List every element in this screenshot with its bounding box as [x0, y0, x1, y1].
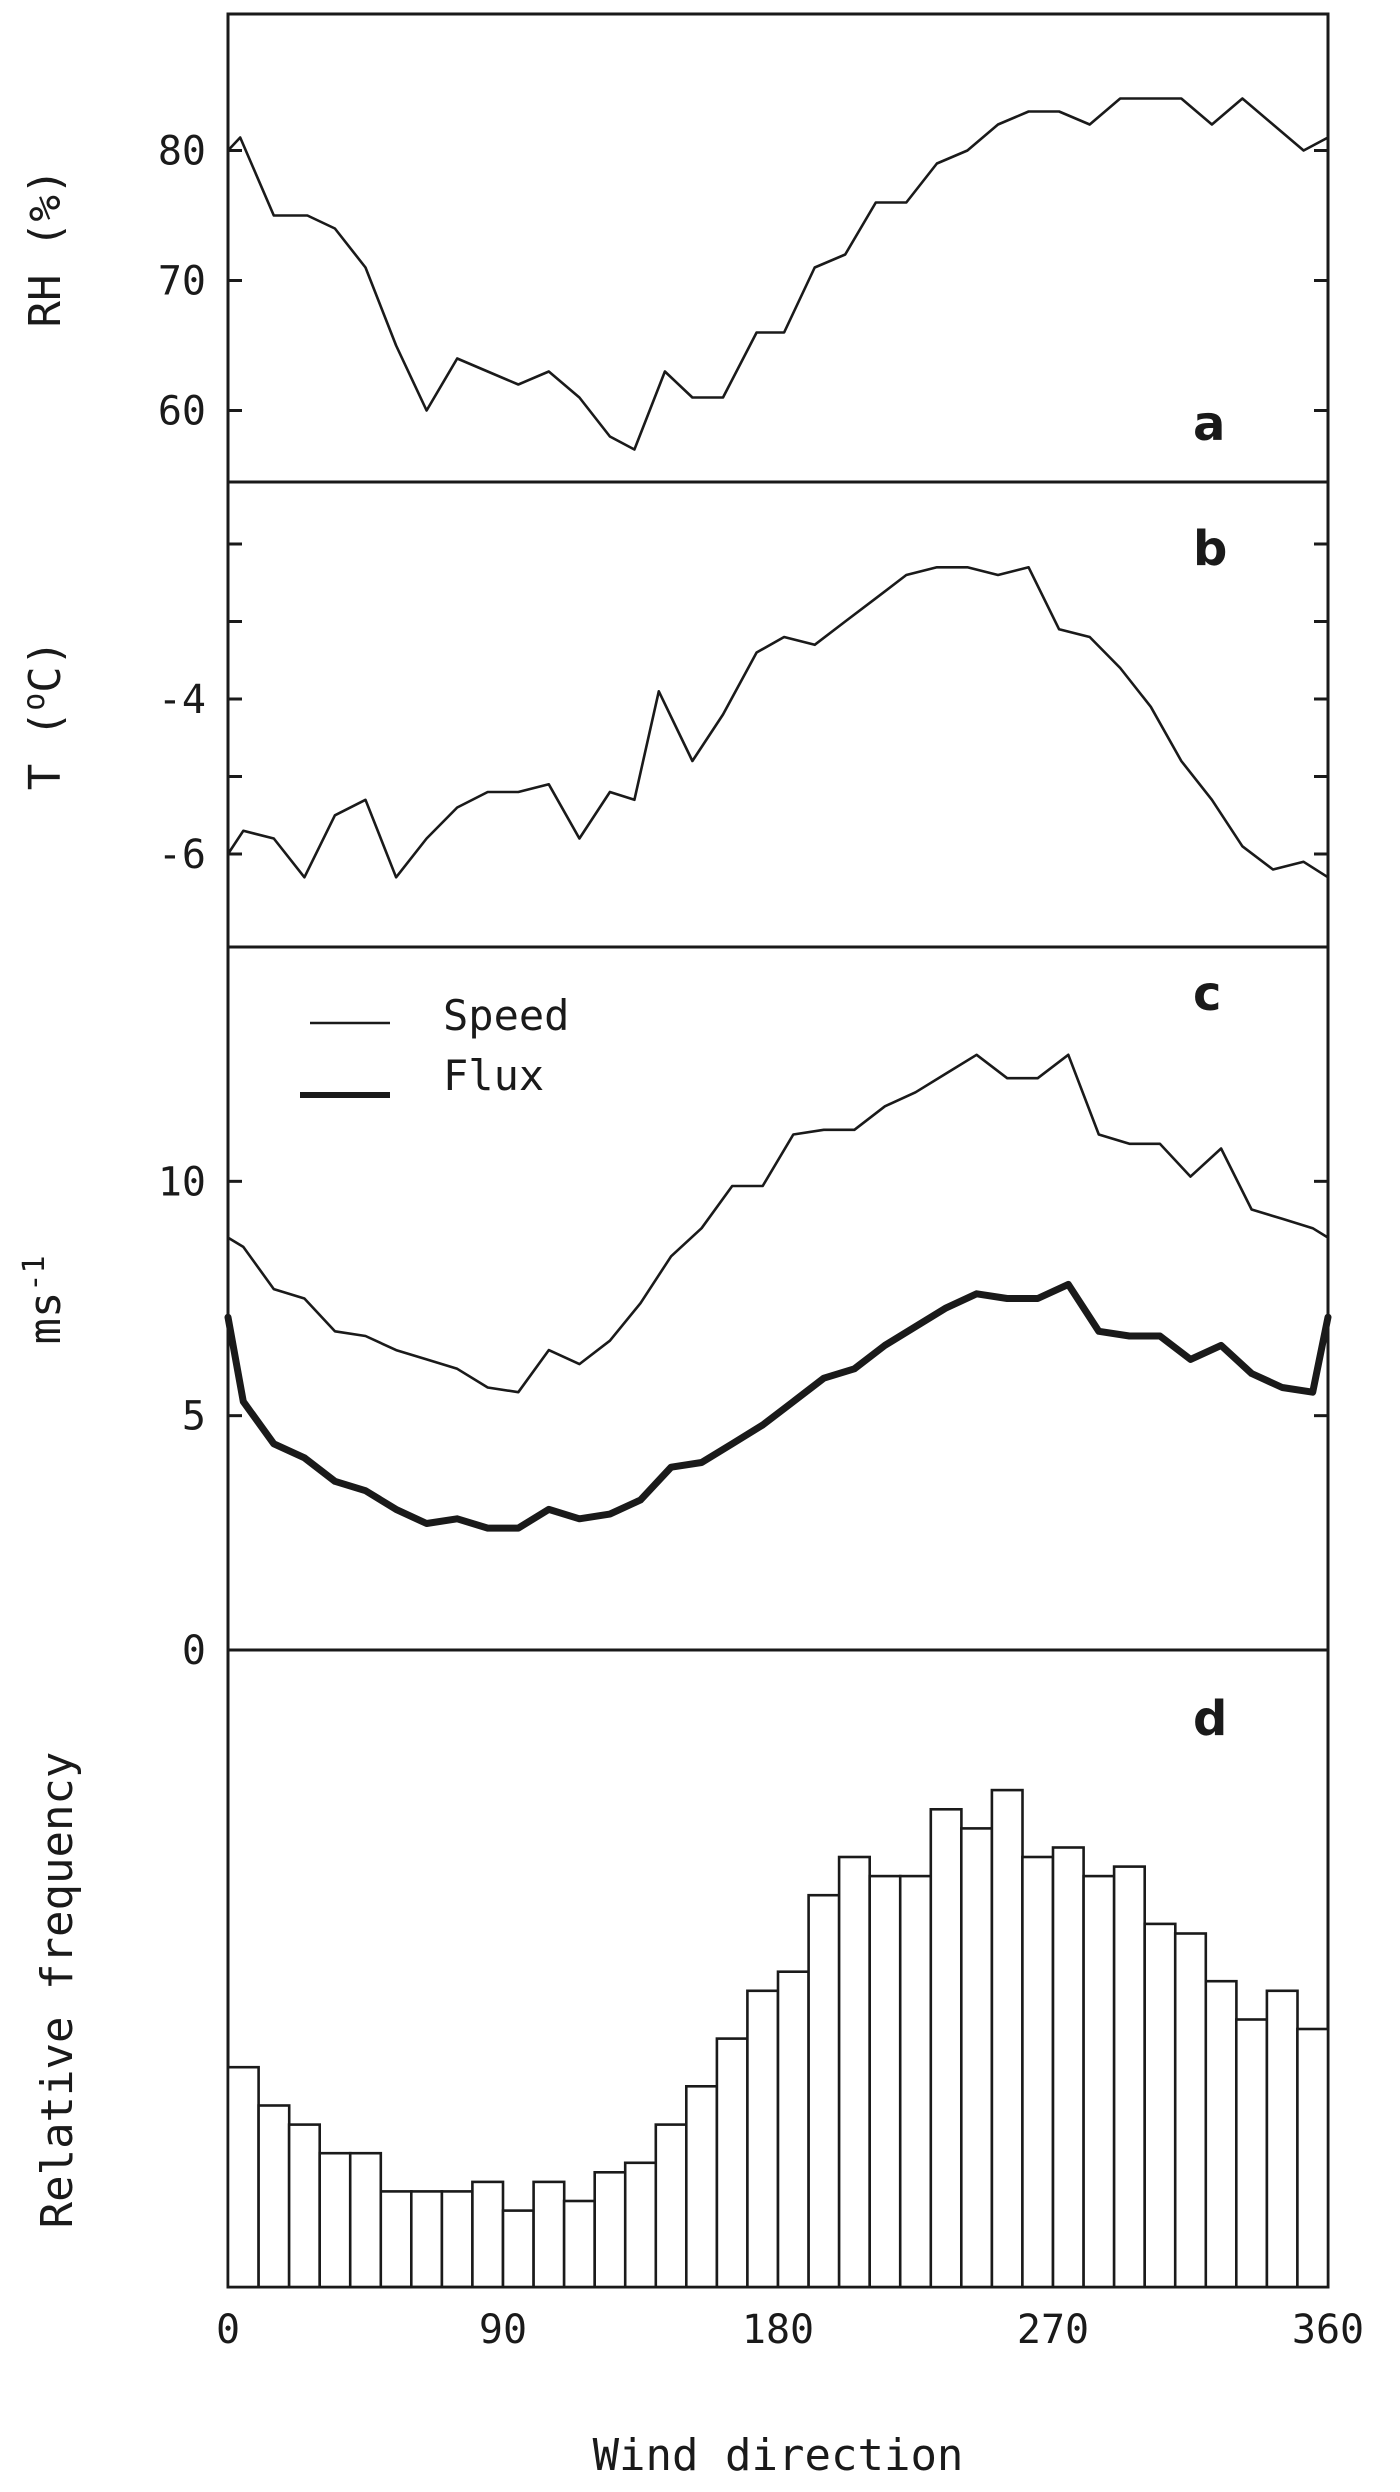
histogram-bar-80: [471, 2180, 505, 2289]
histogram-bar-100: [532, 2180, 566, 2289]
histogram-bar-350: [1296, 2027, 1330, 2289]
panel-letter-a: a: [1193, 396, 1225, 452]
panel-letter-b: b: [1193, 521, 1227, 577]
histogram-bar-10: [257, 2104, 291, 2289]
legend-label-flux: Flux: [443, 1051, 544, 1100]
histogram-bar-240: [959, 1827, 994, 2289]
ylabel-temperature-degree: o: [17, 693, 52, 711]
histogram-bar-110: [562, 2199, 596, 2289]
panel-letter-c: c: [1193, 966, 1221, 1022]
xtick-label-180: 180: [742, 2307, 814, 2353]
histogram-bar-160: [715, 2037, 749, 2289]
histogram-bar-200: [837, 1855, 871, 2289]
series-lines: [224, 97, 1332, 1532]
histogram-bar-210: [868, 1874, 902, 2289]
xtick-label-360: 360: [1292, 2307, 1364, 2353]
line-a-series0: [226, 97, 1330, 451]
ytick-label-c-2: 10: [158, 1159, 206, 1205]
legend: Speed Flux: [300, 991, 569, 1100]
ytick-label-b-0: -6: [158, 832, 206, 878]
histogram-bar-30: [318, 2151, 352, 2289]
xtick-label-0: 0: [216, 2307, 240, 2353]
histogram-bar-40: [348, 2151, 383, 2289]
histogram-bar-260: [1021, 1855, 1055, 2289]
ylabel-temperature-base: T (: [20, 711, 71, 790]
panel-letter-d: d: [1193, 1691, 1227, 1747]
ylabel-temperature: T (oC): [17, 640, 71, 791]
histogram-bar-60: [409, 2190, 444, 2289]
histogram-bar-50: [379, 2190, 413, 2289]
tick-labels: 60 70 80 -6 -4 0 5 10 0 90 180 270 360: [158, 129, 1364, 2354]
histogram-bar-90: [501, 2209, 535, 2289]
histogram-bar-130: [623, 2161, 658, 2289]
histogram-bar-20: [287, 2123, 322, 2289]
histogram-bar-140: [654, 2123, 688, 2289]
histogram-bar-150: [684, 2085, 719, 2289]
histogram-bar-330: [1235, 2018, 1269, 2289]
ylabel-relative-frequency: Relative frequency: [32, 1752, 83, 2229]
ylabel-speed-base: ms: [20, 1292, 71, 1345]
ytick-label-a-0: 60: [158, 389, 206, 435]
line-c-flux: [224, 1280, 1332, 1532]
ylabel-rh: RH (%): [20, 169, 71, 328]
line-c-speed: [226, 1053, 1330, 1394]
histogram-bar-320: [1204, 1979, 1238, 2289]
histogram-bar-280: [1082, 1874, 1116, 2289]
histogram-bar-310: [1173, 1932, 1208, 2289]
xtick-label-90: 90: [479, 2307, 527, 2353]
histogram-bar-0: [226, 2065, 260, 2289]
histogram-bar-300: [1143, 1922, 1177, 2289]
histogram-bar-230: [929, 1808, 963, 2289]
ylabel-speed-exponent: -1: [17, 1255, 52, 1291]
legend-label-speed: Speed: [443, 991, 569, 1040]
xtick-label-270: 270: [1017, 2307, 1089, 2353]
histogram-bar-340: [1265, 1989, 1299, 2289]
histogram-bar-270: [1051, 1846, 1085, 2289]
line-b-series0: [226, 565, 1330, 879]
histogram-bar-290: [1112, 1865, 1146, 2289]
ylabel-temperature-unit: C): [20, 640, 71, 693]
ytick-label-a-1: 70: [158, 259, 206, 305]
ytick-label-a-2: 80: [158, 129, 206, 175]
histogram-bar-180: [776, 1970, 810, 2289]
histogram-bars: [226, 1788, 1330, 2289]
ytick-label-c-1: 5: [182, 1394, 206, 1440]
ytick-label-c-0: 0: [182, 1628, 206, 1674]
histogram-bar-170: [746, 1989, 780, 2289]
histogram-bar-190: [807, 1893, 841, 2289]
histogram-bar-70: [440, 2190, 474, 2289]
ytick-label-b-1: -4: [158, 677, 206, 723]
xlabel-wind-direction: Wind direction: [593, 2430, 964, 2481]
histogram-bar-220: [898, 1874, 933, 2289]
histogram-bar-120: [593, 2171, 627, 2289]
ylabel-speed-units: ms-1: [17, 1255, 71, 1344]
histogram-bar-250: [990, 1788, 1024, 2289]
